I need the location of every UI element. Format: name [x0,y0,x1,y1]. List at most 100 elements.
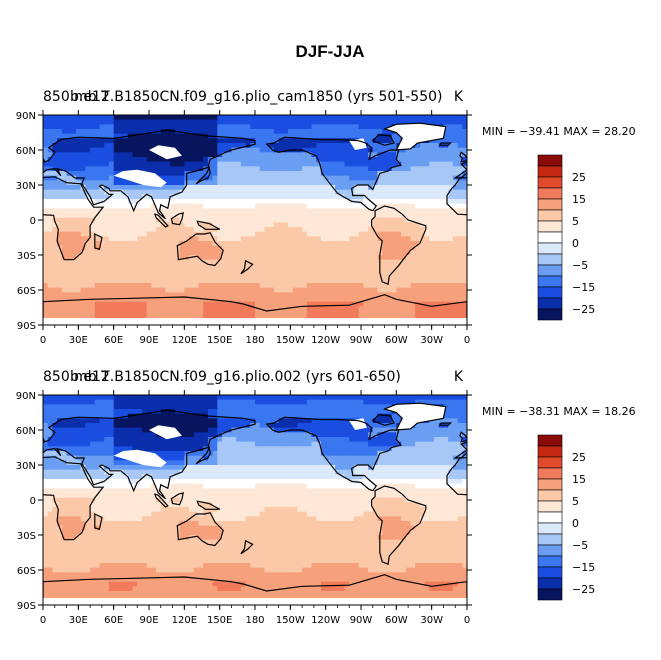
field-cell [259,189,266,195]
field-cell [415,185,421,191]
field-cell [269,194,275,200]
field-cell [141,297,148,303]
field-cell [424,152,430,158]
field-cell [123,301,129,307]
field-cell [330,119,336,125]
field-cell [127,306,134,312]
field-cell [382,418,388,424]
field-cell [184,199,190,205]
field-cell [401,217,407,223]
field-cell [57,208,63,214]
field-cell [255,231,261,237]
field-cell [344,185,350,191]
field-cell [127,395,134,401]
field-cell [457,245,463,251]
field-cell [339,119,346,125]
field-cell [377,227,383,233]
field-cell [43,409,49,415]
field-cell [212,292,218,298]
field-cell [410,227,416,233]
field-cell [222,399,228,405]
field-cell [434,119,440,125]
field-cell [217,217,223,223]
field-cell [207,418,214,424]
field-cell [368,278,374,284]
field-cell [156,311,162,317]
field-cell [344,227,350,233]
field-cell [264,157,270,163]
field-cell [52,152,58,158]
field-cell [57,264,63,270]
field-cell [306,287,313,293]
field-cell [457,236,463,242]
field-cell [306,161,313,167]
field-cell [396,269,402,275]
field-cell [363,287,369,293]
field-cell [434,166,440,172]
field-cell [104,199,110,205]
field-cell [99,301,105,307]
field-cell [283,283,289,289]
field-cell [320,301,327,307]
field-cell [377,115,383,121]
field-cell [448,306,454,312]
field-cell [245,133,251,139]
field-cell [170,222,176,228]
field-cell [250,273,256,279]
field-cell [85,129,91,135]
field-cell [222,143,228,149]
field-cell [174,143,181,149]
field-cell [335,119,341,125]
field-cell [405,231,412,237]
field-cell [255,395,261,401]
field-cell [80,409,86,415]
field-cell [264,241,270,247]
field-cell [386,395,393,401]
field-cell [108,222,115,228]
field-cell [203,241,209,247]
field-cell [207,147,214,153]
field-cell [160,133,167,139]
field-cell [273,152,280,158]
field-cell [160,250,167,256]
field-cell [306,166,313,172]
field-cell [372,129,379,135]
field-cell [240,250,247,256]
field-cell [118,161,124,167]
field-cell [306,222,313,228]
field-cell [386,115,393,121]
field-cell [43,236,49,242]
field-cell [306,259,313,265]
field-cell [405,157,412,163]
field-cell [344,306,350,312]
field-cell [264,306,270,312]
field-cell [401,161,407,167]
field-cell [61,199,68,205]
field-cell [198,208,204,214]
field-cell [386,213,393,219]
field-cell [52,180,58,186]
coastline-japan [620,168,634,184]
field-cell [80,418,86,424]
coastline-borneo [170,212,184,226]
field-cell [179,227,185,233]
field-cell [452,236,459,242]
field-cell [250,418,256,424]
field-cell [123,227,129,233]
field-cell [320,133,327,139]
field-cell [156,222,162,228]
field-cell [123,185,129,191]
field-cell [61,301,68,307]
field-cell [302,161,308,167]
field-cell [236,217,242,223]
field-cell [57,409,63,415]
field-cell [123,189,129,195]
field-cell [349,222,355,228]
field-cell [448,264,454,270]
field-cell [311,259,317,265]
field-cell [335,133,341,139]
field-cell [269,278,275,284]
field-cell [146,255,152,261]
field-cell [151,250,157,256]
field-cell [273,119,280,125]
